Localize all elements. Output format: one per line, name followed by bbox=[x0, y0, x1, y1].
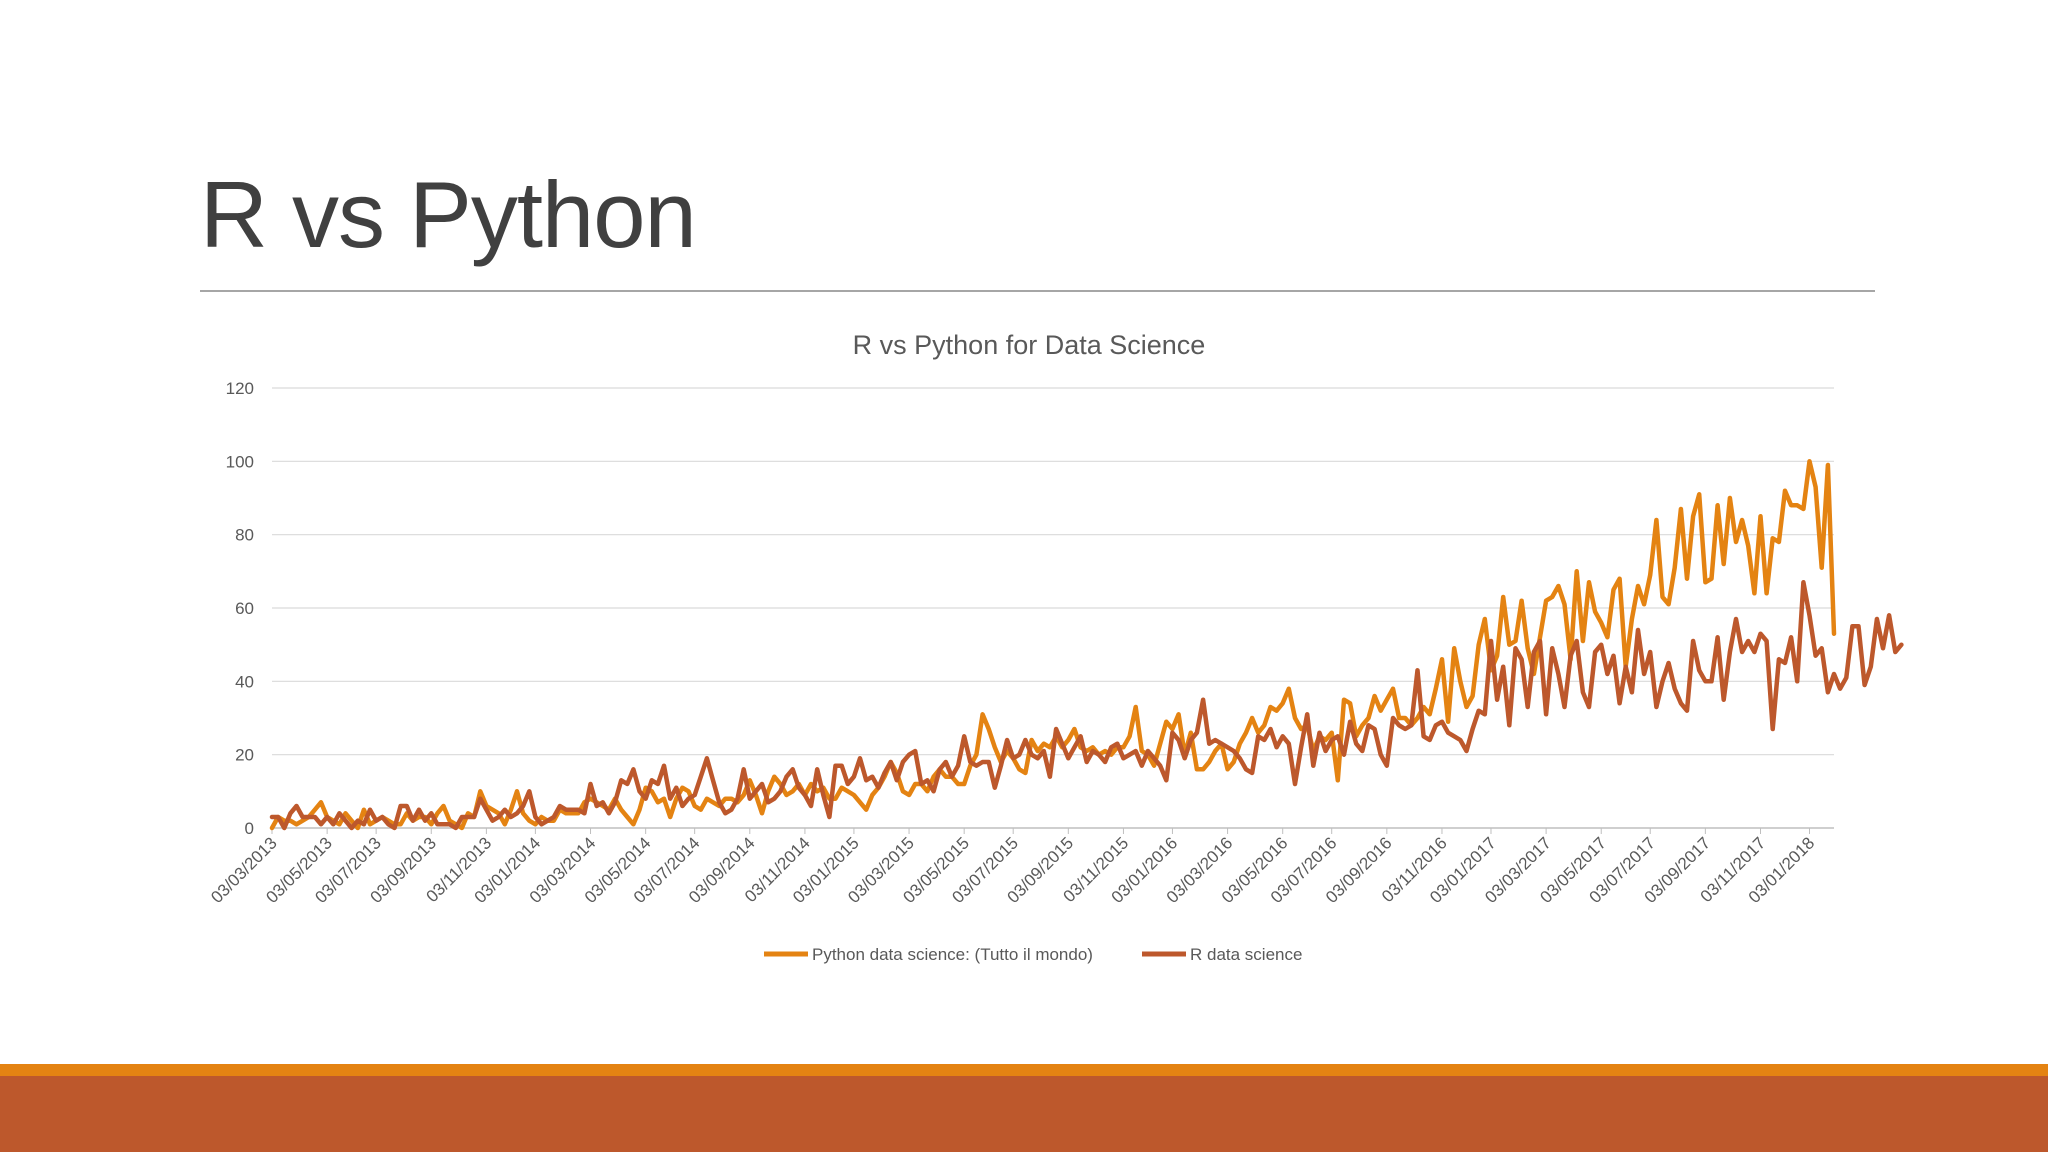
y-tick-label: 80 bbox=[235, 526, 254, 545]
y-tick-label: 60 bbox=[235, 599, 254, 618]
series-line-r bbox=[269, 580, 1904, 831]
y-tick-label: 0 bbox=[245, 819, 254, 838]
series-lines bbox=[269, 459, 1904, 831]
y-axis-tick-labels: 0 20 40 60 80 100 120 bbox=[226, 379, 254, 838]
y-tick-label: 20 bbox=[235, 746, 254, 765]
slide-title: R vs Python bbox=[200, 162, 697, 267]
x-axis-tick-labels: 03/03/201303/05/201303/07/201303/09/2013… bbox=[207, 828, 1818, 907]
y-tick-label: 120 bbox=[226, 379, 254, 398]
footer-bar bbox=[0, 1076, 2048, 1152]
gridlines bbox=[272, 387, 1834, 829]
legend-label: Python data science: (Tutto il mondo) bbox=[812, 945, 1093, 964]
title-divider bbox=[200, 290, 1875, 292]
chart-title: R vs Python for Data Science bbox=[853, 330, 1206, 360]
footer-accent-bar bbox=[0, 1064, 2048, 1076]
legend: Python data science: (Tutto il mondo) R d… bbox=[764, 945, 1302, 964]
y-tick-label: 40 bbox=[235, 672, 254, 691]
y-tick-label: 100 bbox=[226, 452, 254, 471]
legend-label: R data science bbox=[1190, 945, 1302, 964]
